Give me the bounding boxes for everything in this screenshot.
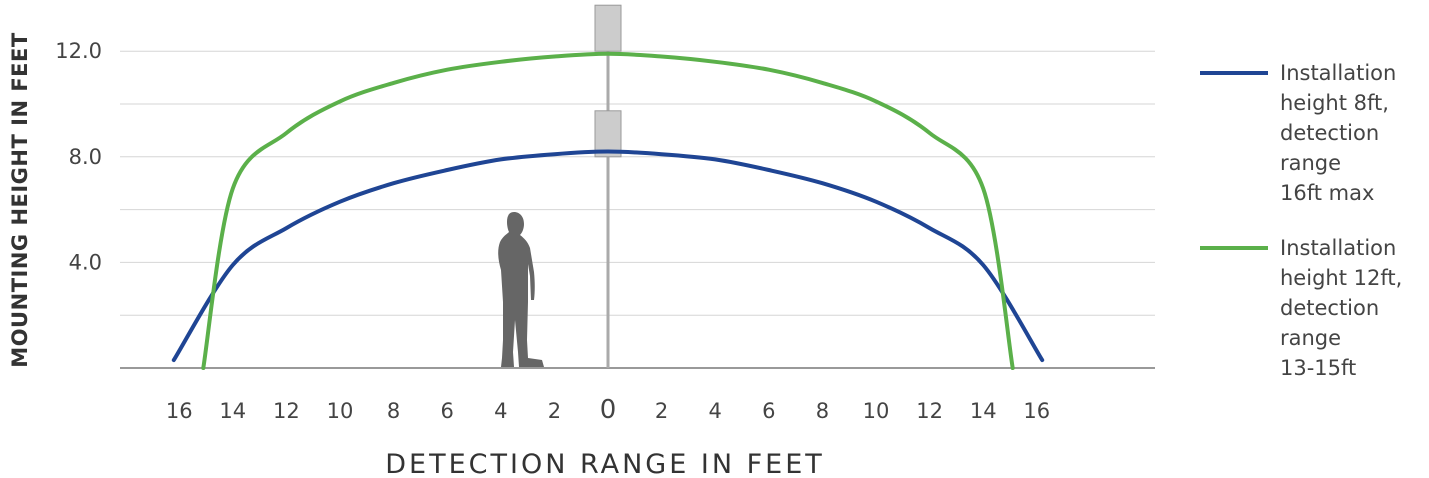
y-tick-labels: 12.0 8.0 4.0 xyxy=(55,39,102,274)
sensor-box xyxy=(594,4,622,52)
x-tick-label: 12 xyxy=(273,399,300,423)
x-tick-label: 2 xyxy=(655,399,668,423)
x-tick-label: 14 xyxy=(970,399,997,423)
series-line xyxy=(171,149,1045,363)
x-tick-label: 16 xyxy=(1023,399,1050,423)
x-tick-label: 0 xyxy=(600,395,617,425)
x-tick-label: 8 xyxy=(816,399,829,423)
x-tick-label: 8 xyxy=(387,399,400,423)
sensor-box xyxy=(594,110,622,158)
series-line xyxy=(201,51,1015,370)
person-silhouette-icon xyxy=(498,212,544,367)
x-tick-label: 6 xyxy=(762,399,775,423)
legend-entry: Installation height 8ft, detection range 16f… xyxy=(1280,61,1396,205)
grid-lines xyxy=(120,50,1155,316)
y-tick-label: 4.0 xyxy=(69,250,102,274)
x-tick-label: 16 xyxy=(166,399,193,423)
sensors xyxy=(594,4,622,158)
x-tick-label: 4 xyxy=(709,399,722,423)
x-axis-label: DETECTION RANGE IN FEET xyxy=(385,449,825,478)
x-tick-label: 14 xyxy=(219,399,246,423)
x-tick-label: 10 xyxy=(863,399,890,423)
x-tick-label: 2 xyxy=(548,399,561,423)
y-tick-label: 8.0 xyxy=(69,145,102,169)
x-tick-label: 10 xyxy=(327,399,354,423)
x-tick-labels: 16 14 12 10 8 6 4 2 0 2 4 6 8 10 12 14 16 xyxy=(166,395,1050,425)
legend-entry: Installation height 12ft, detection range 13… xyxy=(1280,236,1402,380)
x-tick-label: 4 xyxy=(494,399,507,423)
legend: Installation height 8ft, detection range 16f… xyxy=(1200,61,1402,380)
y-tick-label: 12.0 xyxy=(55,39,102,63)
x-tick-label: 12 xyxy=(916,399,943,423)
y-axis-label: MOUNTING HEIGHT IN FEET xyxy=(8,32,32,368)
x-tick-label: 6 xyxy=(441,399,454,423)
series-curves xyxy=(171,51,1045,370)
